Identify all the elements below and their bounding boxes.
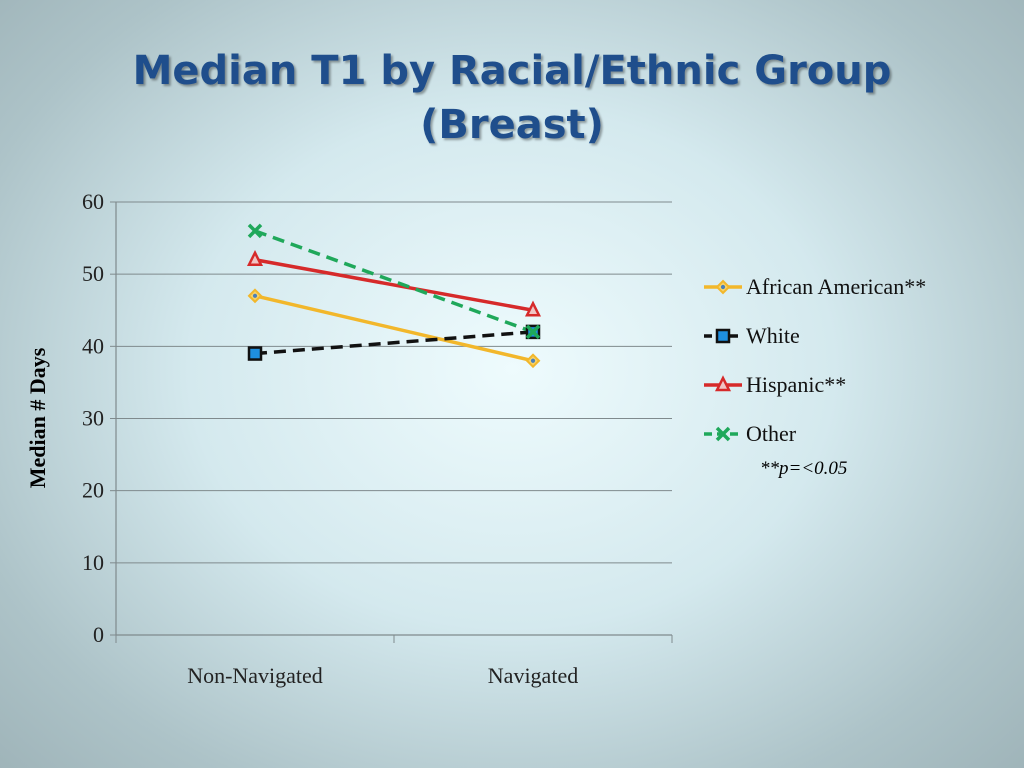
y-tick-label: 10 xyxy=(82,550,104,575)
x-tick-label: Non-Navigated xyxy=(187,663,323,688)
data-point-african-american-1-center xyxy=(530,358,536,363)
legend-label: African American** xyxy=(746,274,927,299)
data-point-hispanic-0 xyxy=(246,249,264,266)
data-point-white-0 xyxy=(247,346,263,361)
legend-swatch-african-american xyxy=(704,279,742,295)
legend-marker-white xyxy=(715,328,731,344)
series-line-hispanic xyxy=(254,258,534,312)
y-tick-label: 0 xyxy=(93,622,104,647)
y-tick-label: 30 xyxy=(82,406,104,431)
slide-title-line1: Median T1 by Racial/Ethnic Group xyxy=(132,48,892,94)
data-point-african-american-0-center xyxy=(252,293,258,298)
data-point-other-0 xyxy=(247,223,263,239)
slide-title-line2: (Breast) xyxy=(420,102,604,148)
legend-swatch-hispanic xyxy=(704,375,742,392)
data-point-other-0-stroke-b xyxy=(247,223,263,239)
x-tick-label: Navigated xyxy=(488,663,578,688)
y-tick-label: 60 xyxy=(82,189,104,214)
legend-marker-african-american-center xyxy=(720,284,726,290)
legend-marker-hispanic xyxy=(714,375,732,392)
series-line-white xyxy=(254,330,534,356)
legend-marker-other xyxy=(715,426,731,442)
series-line-african-american xyxy=(254,294,534,363)
legend-swatch-other xyxy=(704,426,742,442)
significance-footnote: **p=<0.05 xyxy=(760,458,848,479)
legend-marker-other-stroke-b xyxy=(715,426,731,442)
slide-title: Median T1 by Racial/Ethnic Group (Breast… xyxy=(0,44,1024,152)
legend-label: Hispanic** xyxy=(746,372,847,397)
y-tick-label: 20 xyxy=(82,478,104,503)
series-line-other xyxy=(254,229,534,334)
legend-swatch-white xyxy=(704,328,742,344)
legend-label: White xyxy=(746,323,800,348)
data-point-hispanic-1 xyxy=(524,300,542,317)
data-point-other-1 xyxy=(525,324,541,340)
y-tick-label: 40 xyxy=(82,333,104,358)
data-point-other-1-stroke-b xyxy=(525,324,541,340)
y-axis-label: Median # Days xyxy=(25,347,50,489)
legend-label: Other xyxy=(746,421,797,446)
y-tick-label: 50 xyxy=(82,261,104,286)
